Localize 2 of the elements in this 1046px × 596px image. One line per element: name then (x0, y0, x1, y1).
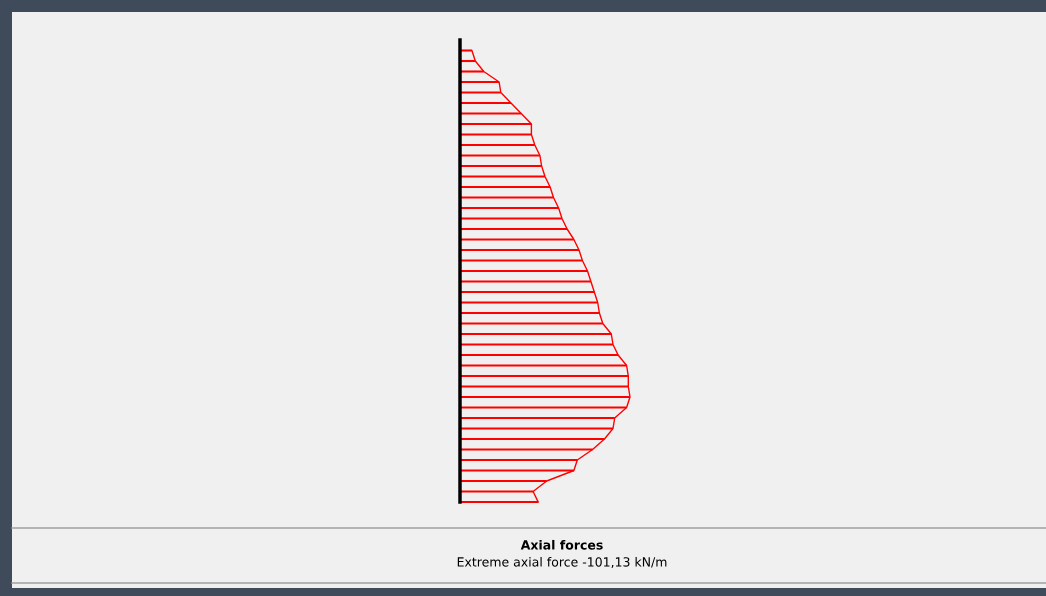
text: Axial forces (520, 539, 603, 550)
text: Extreme axial force -101,13 kN/m (457, 556, 667, 568)
